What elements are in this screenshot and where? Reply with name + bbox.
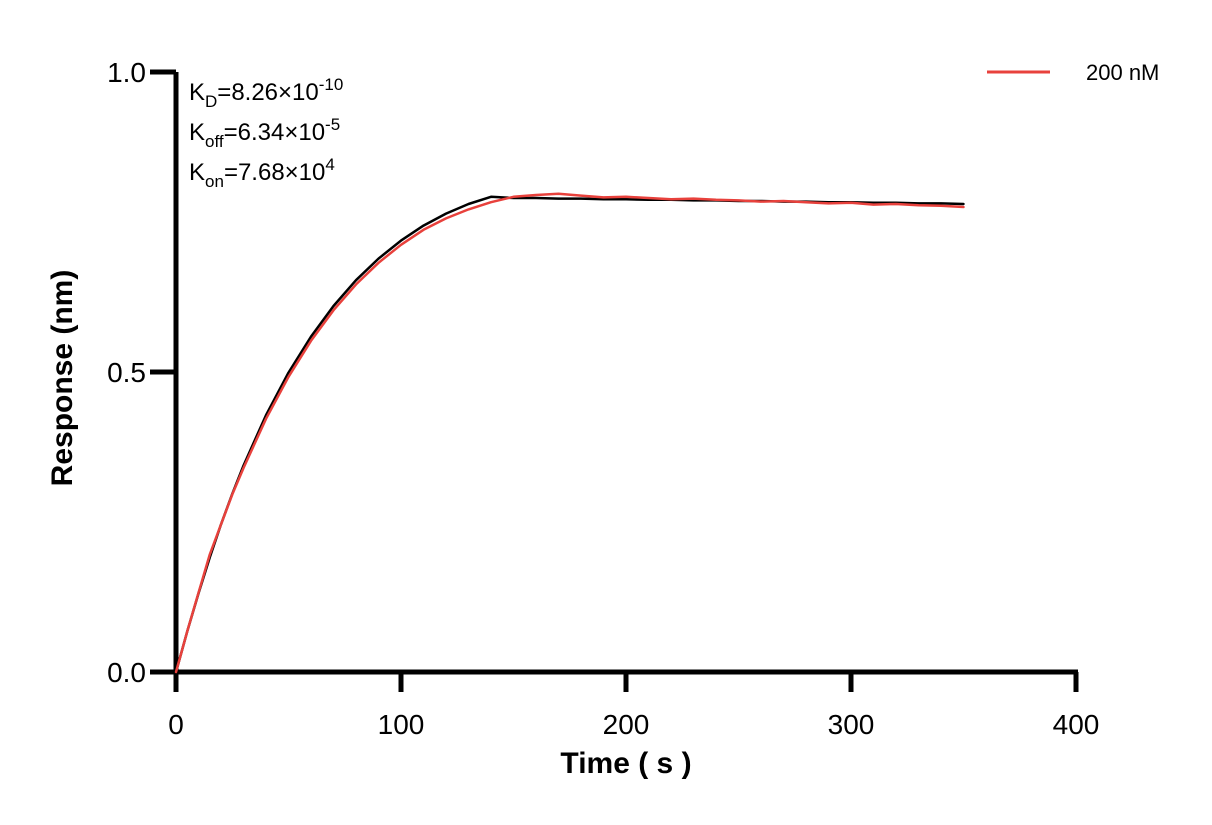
x-tick-label-300: 300 [828,709,875,740]
series-layer [174,192,965,674]
tick-labels: 0 100 200 300 400 0.0 0.5 1.0 [107,57,1099,740]
y-axis-title: Response (nm) [46,270,79,487]
legend: 200 nM [987,60,1159,85]
y-tick-label-1.0: 1.0 [107,57,146,88]
x-axis-title: Time ( s ) [560,747,691,780]
x-tick-label-400: 400 [1053,709,1100,740]
kinetic-constant-on: Kon=7.68×104 [189,155,335,191]
kinetic-constants: KD=8.26×10-10 Koff=6.34×10-5 Kon=7.68×104 [189,75,343,191]
fit-curve-line [174,195,965,674]
y-tick-label-0.5: 0.5 [107,357,146,388]
kinetic-constant-D: KD=8.26×10-10 [189,75,343,111]
series-line-200nm [174,192,965,674]
x-tick-label-200: 200 [603,709,650,740]
x-tick-label-100: 100 [378,709,425,740]
ticks [150,69,1079,692]
x-tick-label-0: 0 [168,709,184,740]
kinetic-constant-off: Koff=6.34×10-5 [189,115,340,151]
y-tick-label-0.0: 0.0 [107,657,146,688]
legend-label-200nm: 200 nM [1086,60,1159,85]
